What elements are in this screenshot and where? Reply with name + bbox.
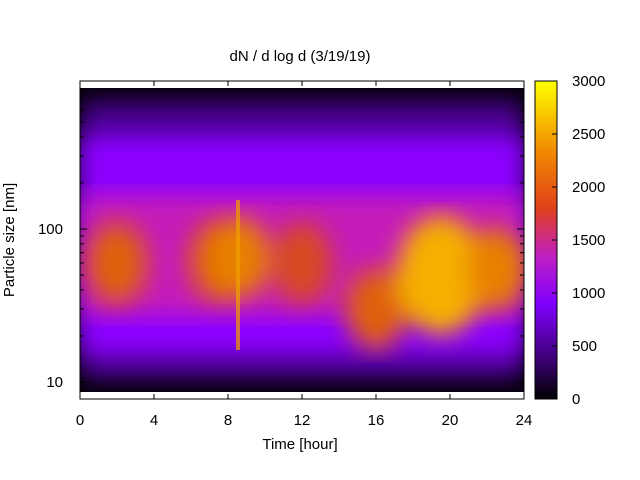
y-tick-label: 10 <box>46 374 63 391</box>
heatmap-feature <box>87 222 147 304</box>
y-tick-label: 100 <box>38 221 63 238</box>
y-axis: 10 100 <box>38 90 524 391</box>
x-axis-label: Time [hour] <box>262 436 337 453</box>
colorbar-tick-label: 3000 <box>572 73 605 90</box>
x-tick-label: 8 <box>224 412 232 429</box>
x-tick-label: 4 <box>150 412 158 429</box>
colorbar-tick-label: 1500 <box>572 232 605 249</box>
x-tick-label: 24 <box>516 412 533 429</box>
heatmap-area <box>80 88 524 392</box>
heatmap-feature <box>396 215 485 335</box>
colorbar-tick-label: 0 <box>572 391 580 408</box>
heatmap-feature <box>466 228 524 310</box>
heatmap-feature <box>346 268 406 350</box>
x-tick-label: 12 <box>294 412 311 429</box>
colorbar-axis: 0 500 1000 1500 2000 2500 3000 <box>552 73 605 408</box>
x-axis: 0 4 8 12 16 20 24 <box>76 81 533 429</box>
x-tick-label: 20 <box>442 412 459 429</box>
colorbar-tick-label: 500 <box>572 338 597 355</box>
colorbar-tick-label: 1000 <box>572 285 605 302</box>
colorbar-tick-label: 2500 <box>572 126 605 143</box>
x-tick-label: 0 <box>76 412 84 429</box>
x-tick-label: 16 <box>368 412 385 429</box>
heatmap-feature <box>272 222 332 304</box>
chart-title: dN / d log d (3/19/19) <box>230 48 371 65</box>
colorbar-tick-label: 2000 <box>572 179 605 196</box>
y-axis-label: Particle size [nm] <box>1 183 18 297</box>
